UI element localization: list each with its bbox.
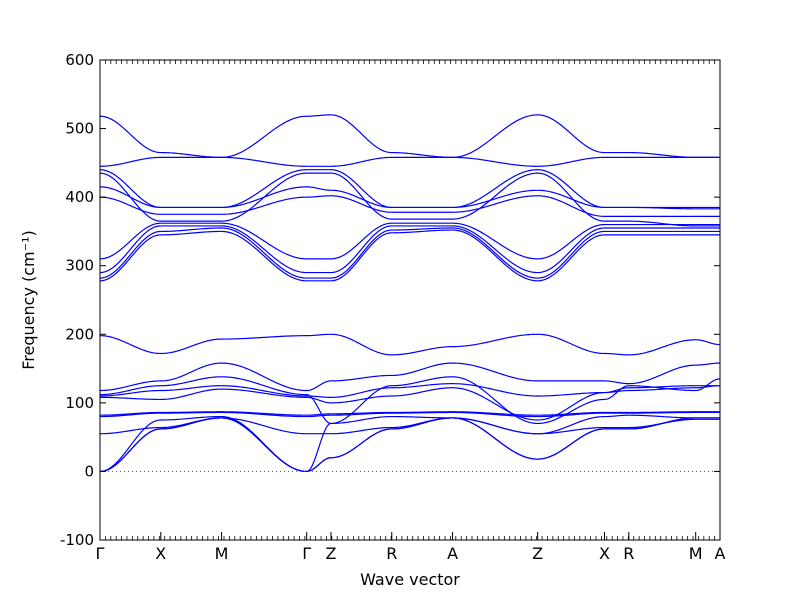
band-19 (99, 169, 720, 210)
y-tick-label: 0 (84, 462, 94, 480)
y-tick-label: 100 (65, 394, 94, 412)
ticks-layer (99, 59, 721, 541)
bands-layer (99, 114, 721, 473)
x-tick-label: M (215, 544, 229, 563)
band-3 (99, 414, 720, 473)
band-6 (100, 411, 720, 416)
x-axis-label: Wave vector (360, 570, 460, 589)
y-tick-label: 200 (65, 325, 94, 343)
band-4 (99, 417, 720, 435)
y-tick-label: 300 (65, 257, 94, 275)
band-7 (100, 385, 721, 421)
band-5 (100, 411, 720, 418)
y-tick-label: 600 (65, 51, 94, 69)
band-10 (99, 362, 720, 392)
x-tick-label: Z (532, 544, 543, 563)
plot-frame (99, 59, 721, 541)
x-tick-label: M (689, 544, 703, 563)
x-tick-label: A (447, 544, 458, 563)
band-17 (99, 186, 720, 209)
x-tick-label: R (386, 544, 397, 563)
band-20 (99, 156, 720, 167)
y-tick-label: -100 (60, 531, 94, 549)
x-tick-label: X (155, 544, 166, 563)
y-axis-label: Frequency (cm⁻¹) (19, 230, 38, 369)
band-8 (99, 383, 720, 398)
x-tick-label: Γ (96, 544, 105, 563)
y-tick-label: 500 (65, 120, 94, 138)
band-18 (99, 172, 720, 227)
band-21 (99, 114, 720, 158)
y-tick-label: 400 (65, 188, 94, 206)
band-12 (99, 229, 720, 282)
x-tick-label: Γ (302, 544, 311, 563)
band-11 (99, 333, 721, 356)
x-tick-label: A (715, 544, 726, 563)
band-9 (99, 376, 721, 425)
x-tick-label: X (599, 544, 610, 563)
band-14 (99, 225, 720, 274)
band-13 (99, 227, 720, 279)
band-15 (99, 222, 720, 260)
x-tick-label: Z (325, 544, 336, 563)
band-16 (99, 195, 720, 217)
x-tick-label: R (623, 544, 634, 563)
